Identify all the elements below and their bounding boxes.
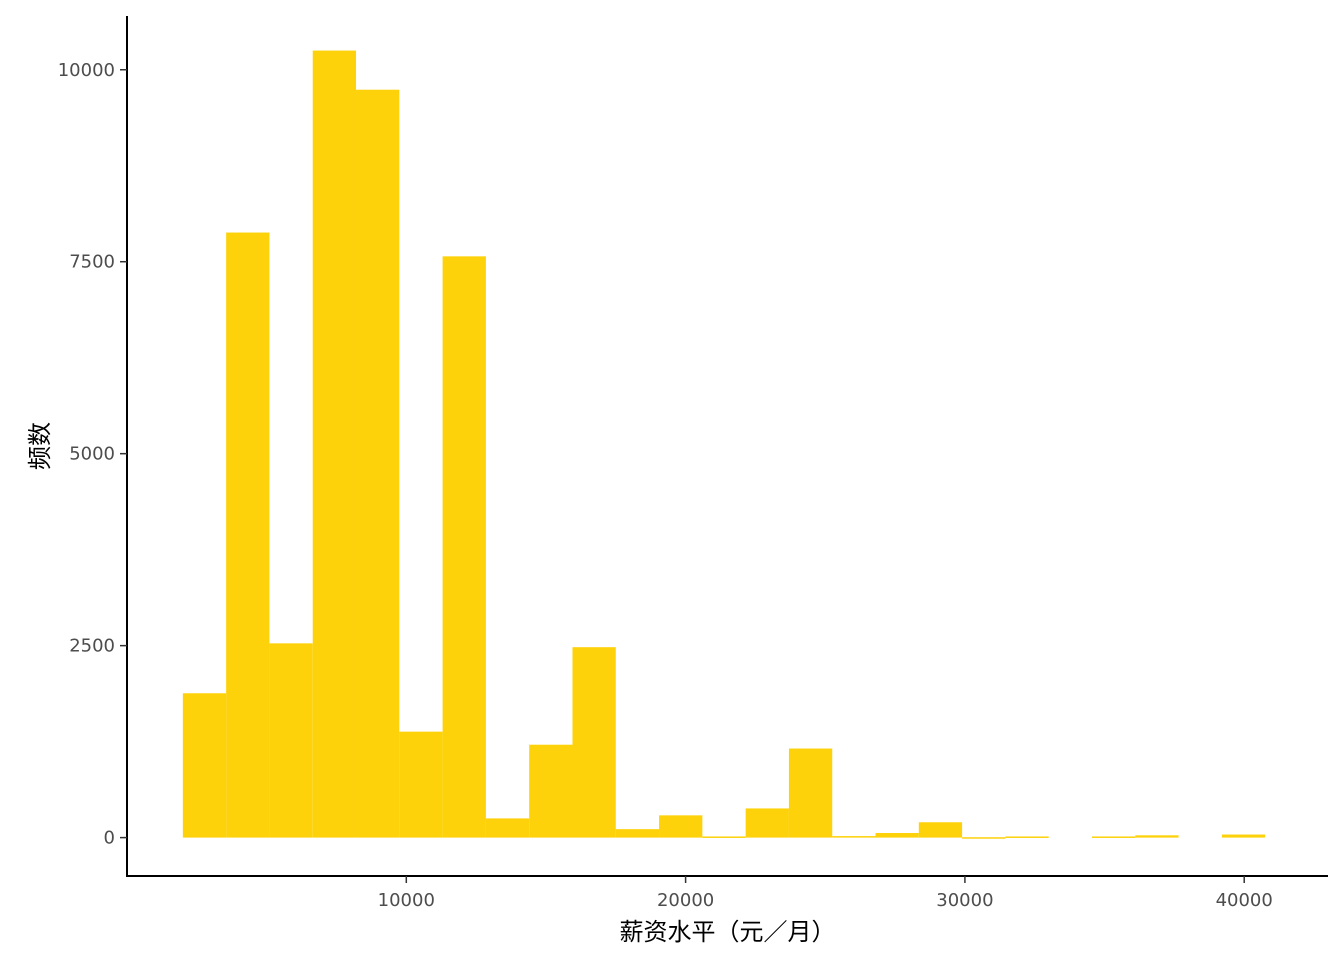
y-tick-label: 10000 <box>58 60 115 81</box>
histogram-bar <box>1091 836 1136 838</box>
histogram-bars <box>182 50 1266 839</box>
histogram-bar <box>875 833 919 838</box>
y-tick-label: 2500 <box>69 636 115 657</box>
histogram-bar <box>572 647 616 838</box>
histogram-bar <box>529 744 573 838</box>
histogram-bar <box>269 643 313 838</box>
x-tick-label: 30000 <box>936 890 993 911</box>
histogram-bar <box>702 836 746 838</box>
histogram-bar <box>1005 836 1049 838</box>
histogram-bar <box>1135 835 1179 838</box>
x-tick-label: 20000 <box>657 890 714 911</box>
histogram-bar <box>962 837 1006 839</box>
x-tick-label: 10000 <box>378 890 435 911</box>
y-axis-ticks: 0 2500 5000 7500 10000 <box>58 60 127 849</box>
histogram-bar <box>226 232 270 838</box>
histogram-bar <box>356 89 400 838</box>
x-tick-label: 40000 <box>1216 890 1273 911</box>
histogram-bar <box>615 829 660 838</box>
histogram-bar <box>788 748 833 838</box>
y-tick-label: 0 <box>104 828 115 849</box>
histogram-bar <box>832 836 876 838</box>
histogram-bar <box>442 256 486 838</box>
histogram-bar <box>918 822 963 838</box>
x-axis-title: 薪资水平（元／月） <box>620 918 836 946</box>
x-axis-ticks: 10000 20000 30000 40000 <box>378 876 1273 911</box>
histogram-bar <box>399 731 443 838</box>
histogram-bar <box>745 808 789 838</box>
histogram-bar <box>485 818 530 838</box>
y-axis-title: 频数 <box>26 422 54 470</box>
y-tick-label: 5000 <box>69 444 115 465</box>
histogram-bar <box>1221 834 1266 838</box>
y-tick-label: 7500 <box>69 252 115 273</box>
histogram-bar <box>312 50 357 838</box>
histogram-bar <box>182 693 227 838</box>
histogram-bar <box>659 815 703 838</box>
